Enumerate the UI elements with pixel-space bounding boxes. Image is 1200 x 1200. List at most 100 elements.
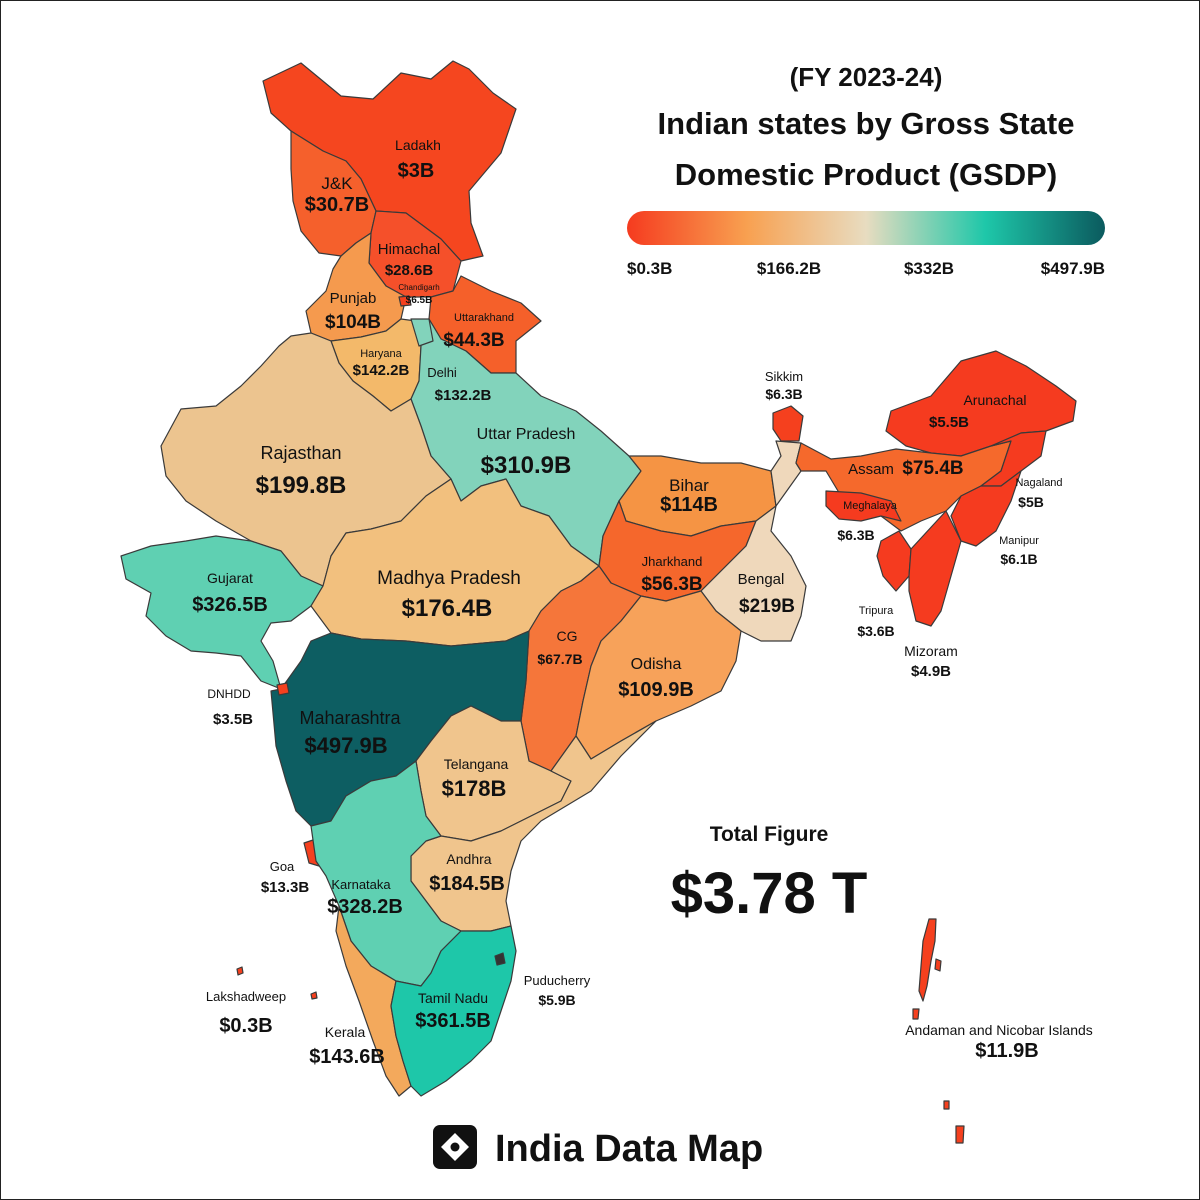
legend-tick-0: $0.3B	[627, 259, 672, 278]
region-label-andhra: Andhra	[446, 851, 491, 867]
region-label-manipur: Manipur	[999, 535, 1039, 547]
region-label-himachal: Himachal	[378, 241, 441, 258]
region-label-puducherry: Puducherry	[524, 973, 591, 988]
region-label-punjab: Punjab	[330, 290, 377, 307]
region-label-rajasthan: Rajasthan	[260, 443, 341, 463]
region-arunachal[interactable]	[885, 350, 1077, 457]
region-label-lakshadweep: Lakshadweep	[206, 989, 286, 1004]
region-value-punjab: $104B	[325, 312, 381, 333]
region-lakshadweep[interactable]	[236, 966, 318, 1000]
brand-name: India Data Map	[495, 1128, 763, 1170]
region-value-tamil-nadu: $361.5B	[415, 1010, 491, 1032]
region-value-kerala: $143.6B	[309, 1046, 385, 1068]
region-label-karnataka: Karnataka	[331, 877, 391, 892]
region-value-himachal: $28.6B	[385, 262, 434, 279]
region-manipur[interactable]	[950, 470, 1022, 547]
region-label-uttar-pradesh: Uttar Pradesh	[477, 426, 576, 443]
region-mizoram[interactable]	[908, 510, 962, 627]
legend-tick-2: $332B	[904, 259, 954, 278]
region-label-maharashtra: Maharashtra	[299, 708, 401, 728]
region-value-andhra: $184.5B	[429, 873, 505, 895]
region-value-odisha: $109.9B	[618, 679, 694, 701]
region-value-mizoram: $4.9B	[911, 663, 951, 680]
region-value-meghalaya: $6.3B	[837, 527, 874, 543]
region-delhi[interactable]	[410, 318, 434, 347]
region-label-mizoram: Mizoram	[904, 643, 958, 659]
region-value-haryana: $142.2B	[353, 362, 410, 379]
region-label-gujarat: Gujarat	[207, 570, 253, 586]
region-label-arunachal: Arunachal	[963, 392, 1026, 408]
region-value-lakshadweep: $0.3B	[219, 1015, 272, 1037]
region-dnhdd[interactable]	[276, 682, 290, 696]
region-label-telangana: Telangana	[444, 756, 509, 772]
region-tamil-nadu[interactable]	[390, 925, 517, 1097]
region-chandigarh[interactable]	[398, 295, 412, 307]
region-value-gujarat: $326.5B	[192, 594, 268, 616]
region-value-delhi: $132.2B	[435, 387, 492, 404]
total-value: $3.78 T	[671, 861, 868, 926]
region-value-chandigarh: $6.5B	[406, 295, 433, 306]
region-value-goa: $13.3B	[261, 879, 310, 896]
region-value-assam: $75.4B	[902, 458, 963, 479]
region-label-haryana: Haryana	[360, 348, 402, 360]
region-label-goa: Goa	[270, 859, 295, 874]
location-pin-icon	[433, 1125, 477, 1169]
region-value-nagaland: $5B	[1018, 494, 1044, 510]
region-value-jharkhand: $56.3B	[641, 574, 702, 595]
region-label-kerala: Kerala	[325, 1024, 366, 1040]
fiscal-year: (FY 2023-24)	[790, 62, 943, 92]
region-label-j-k: J&K	[321, 174, 353, 193]
region-label-nagaland: Nagaland	[1015, 477, 1062, 489]
region-value-j-k: $30.7B	[305, 194, 370, 216]
legend-tick-3: $497.9B	[1041, 259, 1105, 278]
title-line-2: Domestic Product (GSDP)	[675, 157, 1057, 192]
region-value-sikkim: $6.3B	[765, 386, 802, 402]
region-label-tamil-nadu: Tamil Nadu	[418, 990, 488, 1006]
title-line-1: Indian states by Gross State	[658, 106, 1075, 141]
region-label-chandigarh: Chandigarh	[398, 283, 439, 292]
region-value-tripura: $3.6B	[857, 623, 894, 639]
region-label-andaman-and-nicobar-islands: Andaman and Nicobar Islands	[905, 1022, 1093, 1038]
region-sikkim[interactable]	[772, 405, 804, 442]
region-label-dnhdd: DNHDD	[207, 687, 251, 701]
region-value-maharashtra: $497.9B	[304, 733, 387, 758]
legend-color-bar	[627, 211, 1105, 245]
region-label-odisha: Odisha	[631, 656, 682, 673]
region-label-meghalaya: Meghalaya	[843, 500, 898, 512]
region-andaman-nicobar[interactable]	[912, 918, 965, 1144]
region-label-madhya-pradesh: Madhya Pradesh	[377, 568, 521, 589]
legend-tick-1: $166.2B	[757, 259, 821, 278]
region-label-cg: CG	[557, 628, 578, 644]
region-label-ladakh: Ladakh	[395, 137, 441, 153]
region-value-arunachal: $5.5B	[929, 414, 969, 431]
region-value-bihar: $114B	[660, 494, 718, 516]
region-value-uttar-pradesh: $310.9B	[481, 452, 572, 479]
region-value-dnhdd: $3.5B	[213, 711, 253, 728]
region-value-andaman-and-nicobar-islands: $11.9B	[975, 1040, 1038, 1062]
region-label-uttarakhand: Uttarakhand	[454, 312, 514, 324]
region-label-tripura: Tripura	[859, 605, 894, 617]
region-value-telangana: $178B	[442, 776, 507, 801]
region-label-bihar: Bihar	[669, 476, 709, 495]
region-label-delhi: Delhi	[427, 365, 457, 380]
region-tripura[interactable]	[876, 530, 912, 592]
region-label-bengal: Bengal	[738, 571, 785, 588]
region-puducherry[interactable]	[494, 952, 506, 966]
region-value-uttarakhand: $44.3B	[443, 330, 504, 351]
region-label-jharkhand: Jharkhand	[642, 554, 703, 569]
region-gujarat[interactable]	[120, 535, 324, 690]
total-label: Total Figure	[710, 823, 829, 846]
region-bengal[interactable]	[700, 440, 807, 642]
region-value-manipur: $6.1B	[1000, 551, 1037, 567]
region-value-cg: $67.7B	[537, 651, 582, 667]
region-value-bengal: $219B	[739, 596, 795, 617]
region-value-rajasthan: $199.8B	[256, 472, 347, 499]
region-label-assam: Assam	[848, 461, 894, 478]
region-value-ladakh: $3B	[398, 160, 435, 182]
region-value-madhya-pradesh: $176.4B	[402, 595, 493, 622]
region-value-karnataka: $328.2B	[327, 896, 403, 918]
region-meghalaya[interactable]	[825, 490, 902, 522]
region-label-sikkim: Sikkim	[765, 369, 803, 384]
